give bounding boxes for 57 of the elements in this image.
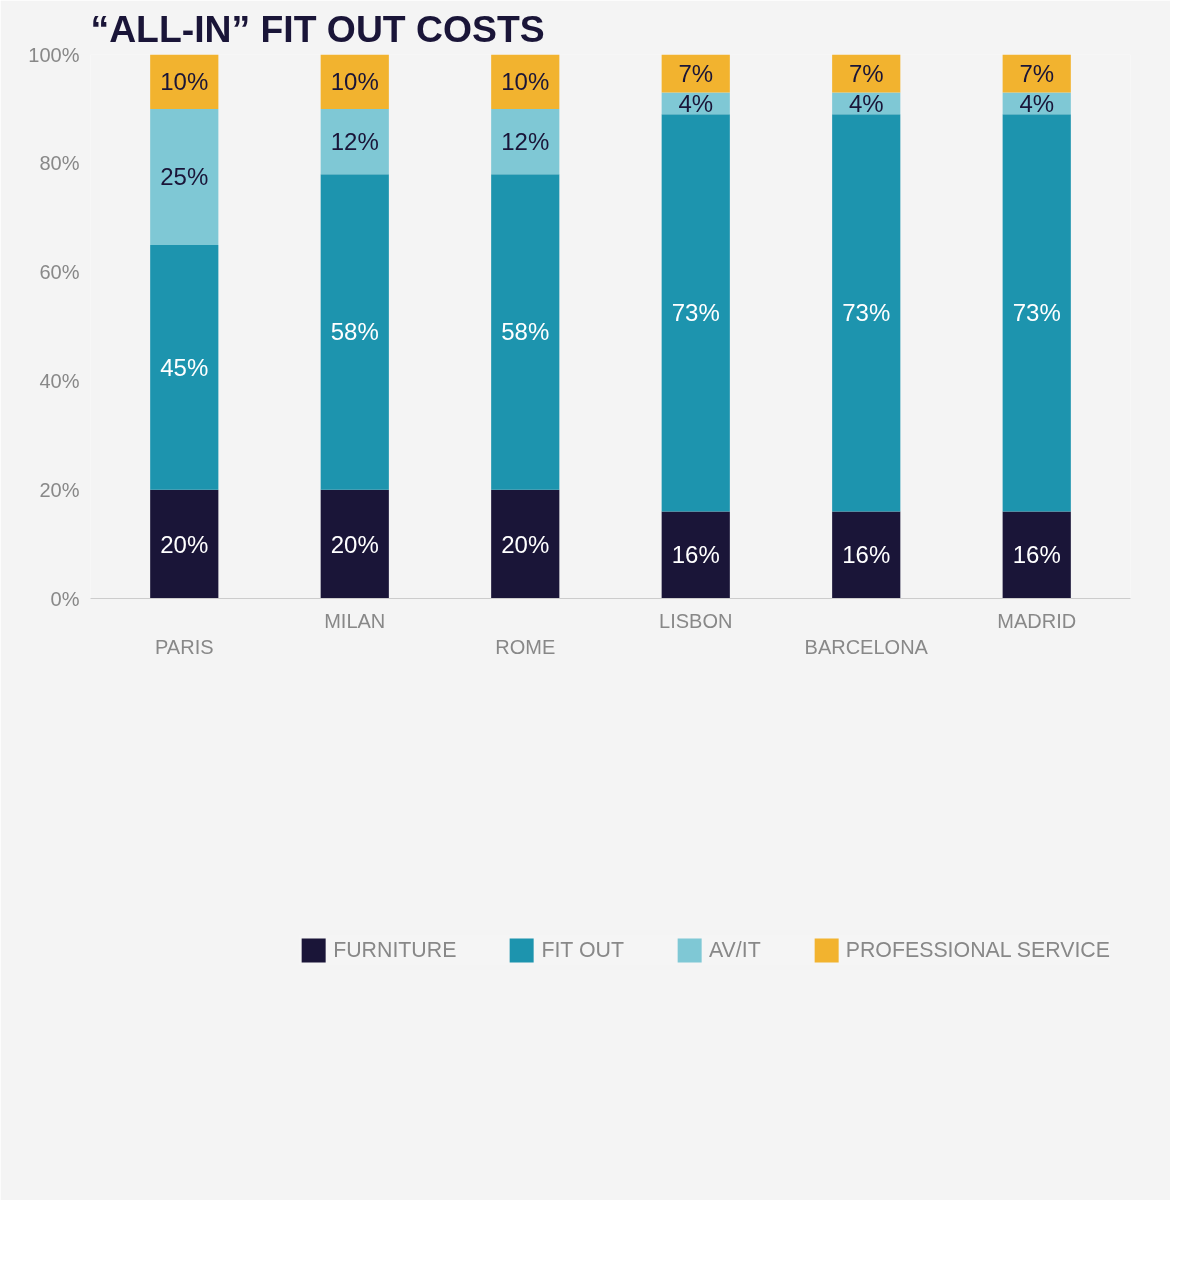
data-label: 7% [678,60,714,88]
y-tick-label: 100% [28,43,80,66]
data-label: 16% [671,541,720,569]
bar [832,114,901,512]
bar [150,244,219,490]
legend-label: PROFESSIONAL SERVICE [845,937,1110,963]
bar [491,174,560,490]
y-tick-label: 60% [39,261,80,284]
data-label: 10% [330,68,379,96]
chart-title: “ALL-IN” FIT OUT COSTS [90,7,545,50]
data-label: 10% [160,68,209,96]
bar [150,489,219,599]
data-label: 7% [1019,60,1055,88]
data-label: 73% [842,299,891,327]
data-label: 58% [330,318,379,346]
data-label: 4% [1019,89,1055,117]
bar [320,489,389,599]
data-label: 16% [1012,541,1061,569]
x-tick-label: MILAN [324,609,386,632]
data-label: 20% [330,530,379,558]
data-label: 58% [501,318,550,346]
bar [491,108,560,175]
y-tick-label: 80% [39,152,80,175]
x-tick-label: MADRID [997,609,1077,632]
bar [491,489,560,599]
x-tick-label: BARCELONA [804,635,929,658]
data-label: 45% [160,353,209,381]
data-label: 73% [671,299,720,327]
bar [661,114,730,512]
bar [832,54,901,93]
data-label: 4% [848,89,884,117]
y-tick-label: 40% [39,369,80,392]
data-label: 12% [330,128,379,156]
legend-label: AV/IT [708,937,761,963]
bar [1002,114,1071,512]
data-label: 73% [1012,299,1061,327]
legend-label: FURNITURE [333,937,457,963]
x-tick-label: PARIS [155,635,214,658]
data-label: 12% [501,128,550,156]
legend-label: FIT OUT [541,937,624,963]
y-tick-label: 20% [39,478,80,501]
data-label: 10% [501,68,550,96]
bar [832,511,901,599]
data-label: 7% [848,60,884,88]
y-tick-label: 0% [50,587,80,610]
bar [320,108,389,175]
data-label: 20% [160,530,209,558]
bar [150,108,219,245]
bar [1002,511,1071,599]
bar [661,511,730,599]
data-label: 25% [160,163,209,191]
x-tick-label: ROME [495,635,556,658]
data-label: 4% [678,89,714,117]
data-label: 20% [501,530,550,558]
bar [320,174,389,490]
data-label: 16% [842,541,891,569]
x-tick-label: LISBON [659,609,733,632]
